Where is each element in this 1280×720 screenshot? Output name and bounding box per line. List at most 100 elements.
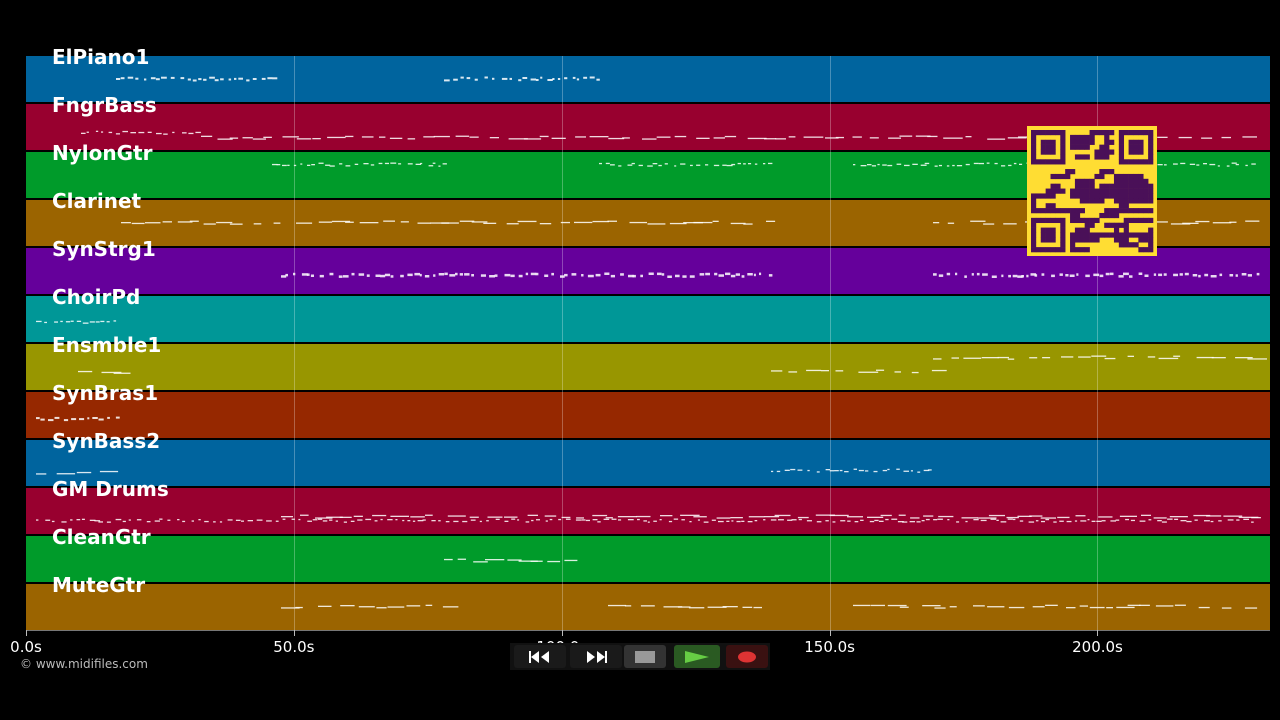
note [1173,163,1178,165]
track-lane-synbass2[interactable]: SynBass2 [26,429,1270,488]
note [788,136,796,138]
note [1211,357,1226,359]
note [36,519,39,521]
note [1034,274,1038,277]
note [1127,604,1141,606]
note [774,514,791,517]
qr-code [1027,126,1157,256]
note [253,223,262,225]
note [1008,274,1011,278]
note [617,516,637,518]
rewind-button[interactable] [514,645,566,668]
track-lane-synbras1[interactable]: SynBras1 [26,381,1270,440]
note [227,519,233,521]
note [489,275,495,278]
note [551,137,566,139]
note [412,520,416,522]
note [1174,604,1186,606]
note [511,518,516,520]
track-lane-elpiano1[interactable]: ElPiano1 [26,45,1270,104]
track-lane-mutegtr[interactable]: MuteGtr [26,573,1270,632]
note [1138,272,1143,275]
note [759,272,762,276]
note [95,321,100,323]
note [571,273,577,276]
note [433,135,450,138]
note [797,469,803,471]
note [834,470,839,472]
note [722,606,738,608]
note [390,162,397,164]
note [1194,519,1198,521]
note [61,521,67,523]
track-lane-gm-drums[interactable]: GM Drums [26,477,1270,536]
note [693,221,713,224]
play-button[interactable] [674,645,720,668]
note [894,371,901,373]
note [272,163,278,166]
note [1139,520,1146,522]
note [912,163,918,165]
track-lane-ensmble1[interactable]: Ensmble1 [26,333,1270,392]
track-label: ChoirPd [52,285,141,309]
note [379,136,386,138]
note [1235,357,1253,359]
note [747,137,767,140]
note [952,164,955,167]
note [229,223,243,225]
note [880,514,892,517]
record-button[interactable] [726,645,768,668]
note [714,272,718,276]
note [891,518,898,520]
note [1243,518,1249,520]
note [1079,605,1088,607]
note [113,320,117,322]
note [470,519,476,521]
fast-forward-button[interactable] [570,645,622,668]
note [307,164,311,166]
note [575,519,582,521]
note [1017,275,1023,278]
note [374,520,378,522]
note [1029,357,1038,359]
note [1053,521,1057,523]
note [1164,164,1167,166]
note [620,273,624,276]
note [525,272,529,276]
note [1153,517,1167,519]
note [238,77,243,80]
note [252,78,257,80]
note [442,163,447,165]
note [1045,518,1050,521]
note [877,163,880,166]
note [937,518,943,520]
track-lane-choirpd[interactable]: ChoirPd [26,285,1270,344]
note [747,521,753,523]
note [131,222,145,225]
note [920,164,927,166]
note [438,273,445,276]
note [791,519,797,521]
note [1150,221,1168,223]
stop-button[interactable] [624,645,666,668]
note [860,519,864,521]
track-lane-synstrg1[interactable]: SynStrg1 [26,237,1270,296]
note [611,518,617,520]
note [581,274,584,277]
note [910,470,913,472]
note [203,78,207,81]
note [128,519,131,521]
note [552,78,555,80]
note [693,516,707,518]
note [1198,606,1210,609]
track-lane-cleangtr[interactable]: CleanGtr [26,525,1270,584]
note [982,273,988,276]
axis-tick [293,630,295,636]
note [1180,520,1187,522]
note [1035,520,1039,522]
note [1003,223,1017,225]
note [949,606,957,608]
note [1245,164,1248,167]
note [873,470,878,473]
note [234,77,237,80]
